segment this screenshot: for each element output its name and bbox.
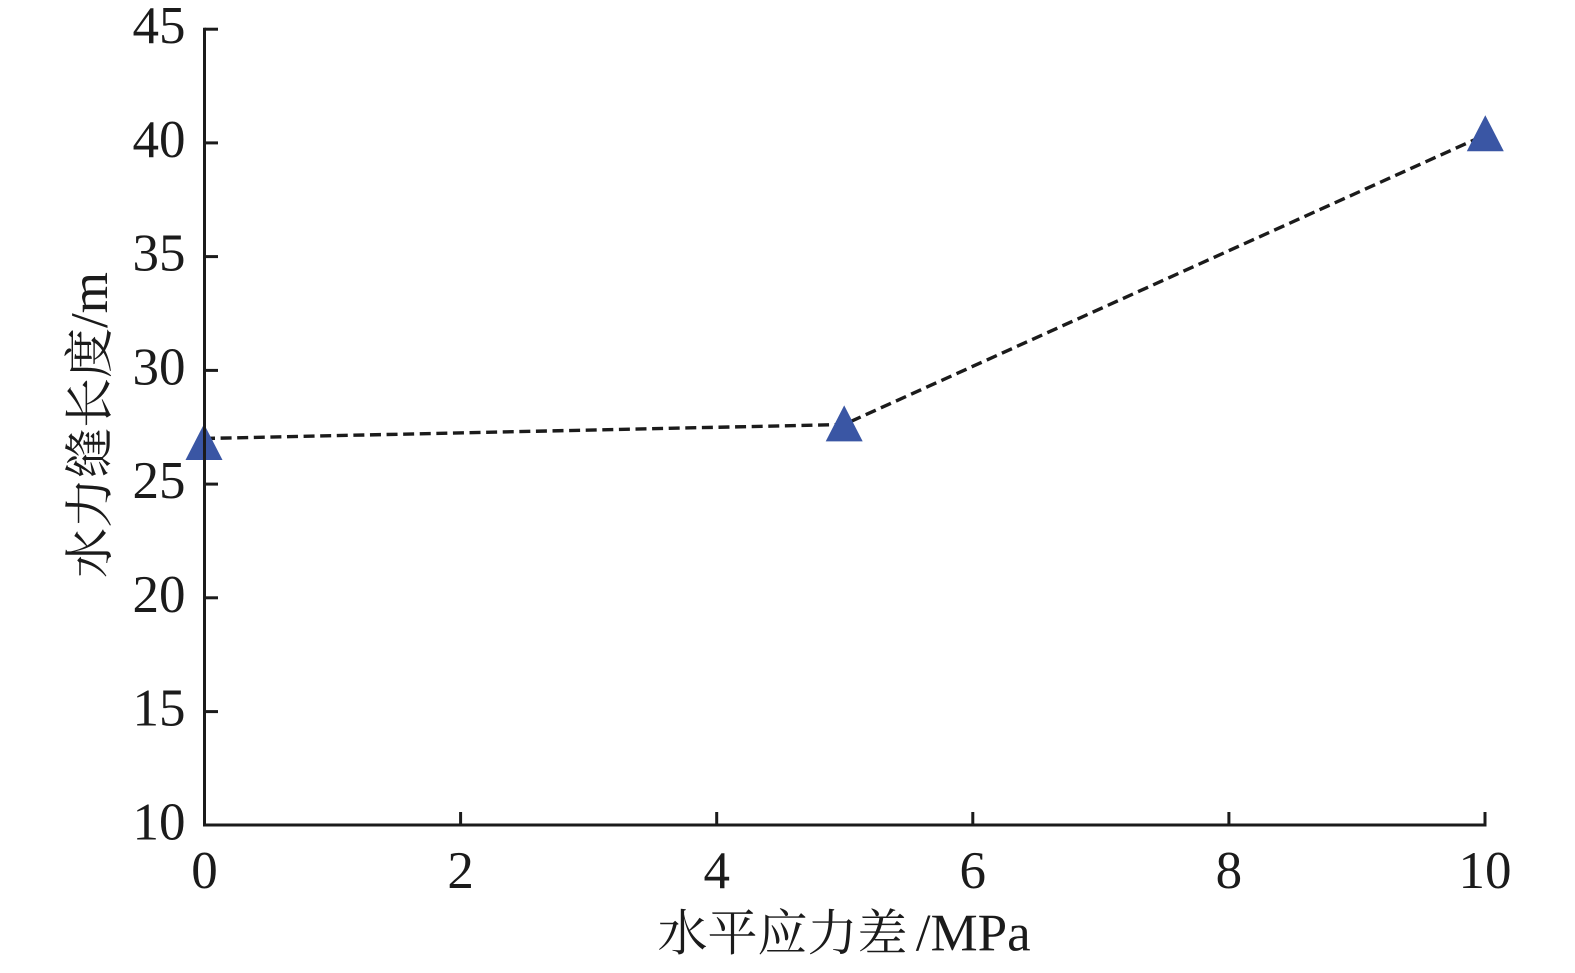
svg-text:20: 20 [133,566,186,624]
svg-text:30: 30 [133,338,186,396]
svg-text:40: 40 [133,111,186,169]
svg-text:35: 35 [133,225,186,283]
svg-text:25: 25 [133,452,186,510]
svg-text:45: 45 [133,0,186,55]
svg-text:4: 4 [703,842,730,900]
svg-text:10: 10 [1459,842,1512,900]
svg-text:8: 8 [1216,842,1243,900]
svg-text:0: 0 [191,842,218,900]
svg-text:15: 15 [133,680,186,738]
svg-text:2: 2 [447,842,474,900]
svg-text:6: 6 [960,842,987,900]
svg-text:10: 10 [133,793,186,851]
